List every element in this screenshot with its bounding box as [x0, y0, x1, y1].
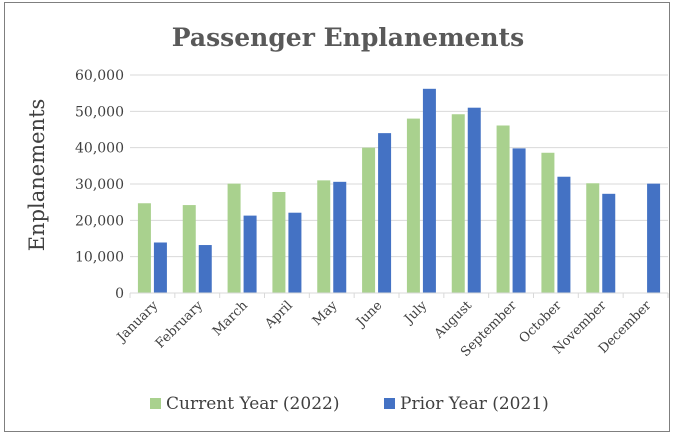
legend-label: Prior Year (2021): [400, 394, 549, 414]
bar-current-january: [137, 203, 151, 293]
bar-current-september: [496, 125, 510, 294]
bar-prior-september: [512, 148, 526, 293]
bar-current-may: [317, 180, 331, 293]
bar-prior-november: [602, 193, 616, 293]
bar-prior-august: [467, 107, 481, 293]
bar-prior-july: [422, 88, 436, 293]
bar-prior-october: [557, 176, 571, 293]
x-tick-label: June: [352, 298, 385, 331]
legend-label: Current Year (2022): [166, 394, 339, 414]
bar-current-october: [541, 152, 555, 293]
y-tick-label: 20,000: [75, 213, 124, 229]
chart-title: Passenger Enplanements: [172, 23, 524, 52]
bar-current-july: [406, 118, 420, 293]
legend: Current Year (2022) Prior Year (2021): [150, 394, 549, 414]
bar-current-june: [362, 147, 376, 293]
y-tick-label: 0: [115, 286, 124, 302]
bar-prior-june: [378, 133, 392, 293]
y-tick-label: 10,000: [75, 250, 124, 266]
bar-prior-january: [153, 242, 167, 293]
legend-swatch: [150, 398, 161, 409]
x-tick-label: July: [400, 298, 430, 328]
bar-current-april: [272, 191, 286, 293]
bar-current-august: [451, 114, 465, 294]
y-tick-label: 50,000: [75, 104, 124, 120]
bar-prior-march: [243, 215, 257, 293]
bar-current-november: [586, 183, 600, 293]
x-tick-label: May: [310, 298, 341, 329]
x-tick-label: August: [431, 298, 476, 343]
y-tick-label: 60,000: [75, 68, 124, 84]
bar-prior-december: [647, 183, 661, 293]
gridlines: [130, 74, 668, 258]
bar-prior-april: [288, 212, 302, 293]
y-tick-label: 30,000: [75, 177, 124, 193]
bars: [137, 88, 661, 294]
x-tick-label: February: [153, 298, 207, 352]
bar-prior-may: [333, 181, 347, 293]
x-tick-label: April: [262, 298, 296, 332]
y-tick-label: 40,000: [75, 141, 124, 157]
y-tick-labels: 0 10,000 20,000 30,000 40,000 50,000 60,000: [75, 68, 124, 302]
bar-prior-february: [198, 245, 212, 293]
y-axis-label: Enplanements: [25, 99, 49, 252]
bar-current-february: [182, 205, 196, 293]
x-tick-label: March: [210, 298, 251, 339]
bar-current-march: [227, 183, 241, 293]
legend-swatch: [384, 398, 395, 409]
